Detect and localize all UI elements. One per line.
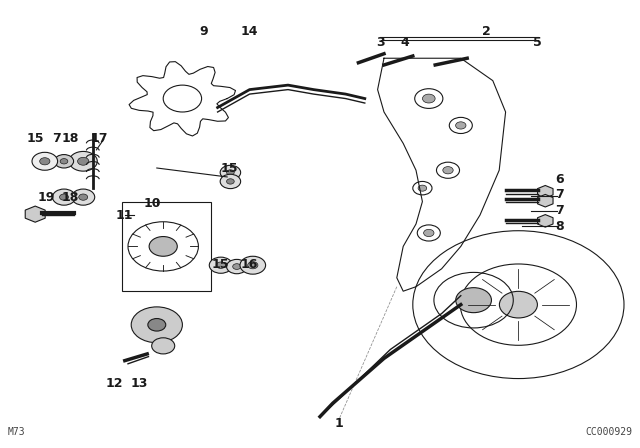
Text: 18: 18 [61, 132, 79, 146]
Circle shape [79, 194, 88, 200]
Text: 9: 9 [199, 25, 208, 38]
Text: 15: 15 [212, 258, 230, 271]
Text: 1: 1 [335, 417, 344, 430]
Circle shape [131, 307, 182, 343]
Text: 17: 17 [90, 132, 108, 146]
Circle shape [227, 259, 247, 274]
Circle shape [52, 189, 76, 205]
Text: 14: 14 [241, 25, 259, 38]
Circle shape [216, 262, 225, 268]
Text: CC000929: CC000929 [586, 427, 632, 437]
Circle shape [456, 288, 492, 313]
Text: 19: 19 [38, 190, 56, 204]
Text: 2: 2 [482, 25, 491, 38]
Text: 15: 15 [220, 161, 238, 175]
Text: 18: 18 [61, 190, 79, 204]
Circle shape [60, 194, 68, 200]
Text: 4: 4 [401, 36, 410, 49]
Bar [122, 202, 211, 291]
Circle shape [227, 179, 234, 184]
Circle shape [54, 155, 74, 168]
Circle shape [418, 185, 427, 191]
Circle shape [220, 165, 241, 180]
Text: 7: 7 [52, 132, 61, 146]
Circle shape [152, 338, 175, 354]
Circle shape [499, 291, 538, 318]
Circle shape [443, 167, 453, 174]
Circle shape [72, 189, 95, 205]
Circle shape [240, 256, 266, 274]
Text: 7: 7 [556, 188, 564, 202]
Circle shape [422, 94, 435, 103]
Circle shape [220, 174, 241, 189]
Circle shape [227, 170, 234, 175]
Text: 6: 6 [556, 172, 564, 186]
Text: M73: M73 [8, 427, 26, 437]
Text: 3: 3 [376, 36, 385, 49]
Text: 12: 12 [105, 376, 123, 390]
Circle shape [248, 262, 258, 269]
Circle shape [456, 122, 466, 129]
Text: 7: 7 [556, 204, 564, 217]
Circle shape [60, 159, 68, 164]
Circle shape [424, 229, 434, 237]
Circle shape [209, 257, 232, 273]
Circle shape [69, 151, 97, 171]
Text: 8: 8 [556, 220, 564, 233]
Text: 10: 10 [143, 197, 161, 211]
Text: 5: 5 [533, 36, 542, 49]
Circle shape [149, 237, 177, 256]
Text: 11: 11 [116, 208, 134, 222]
Text: 16: 16 [241, 258, 259, 271]
Text: 13: 13 [131, 376, 148, 390]
Circle shape [148, 319, 166, 331]
Circle shape [233, 264, 241, 269]
Circle shape [40, 158, 50, 165]
Text: 15: 15 [26, 132, 44, 146]
Circle shape [32, 152, 58, 170]
Circle shape [77, 157, 89, 165]
